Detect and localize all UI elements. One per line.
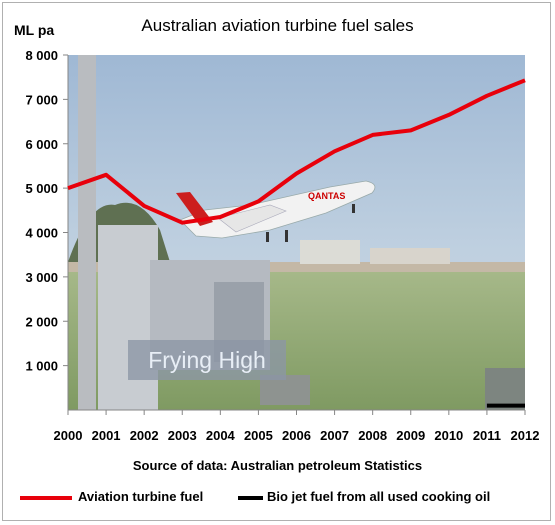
x-tick-label: 2005 [244,428,273,443]
x-tick-label: 2003 [168,428,197,443]
x-tick-label: 2001 [92,428,121,443]
x-tick-label: 2011 [473,428,501,443]
legend-swatch-biojet [238,496,263,500]
y-tick-label: 7 000 [25,92,58,107]
frying-high-watermark: Frying High [128,340,286,380]
x-tick-label: 2006 [282,428,311,443]
y-tick-label: 1 000 [25,359,58,374]
legend-label-biojet: Bio jet fuel from all used cooking oil [267,489,491,504]
chart-title: Australian aviation turbine fuel sales [141,16,414,35]
series-line-aviation-turbine-fuel [67,78,526,225]
source-note: Source of data: Australian petroleum Sta… [132,458,423,473]
x-tick-label: 2009 [396,428,425,443]
x-tick-label: 2008 [358,428,387,443]
legend-item-biojet: Bio jet fuel from all used cooking oil [238,488,548,508]
y-axis-ticks: 1 000 2 000 3 000 4 000 5 000 6 000 7 000 8 000 [25,48,68,374]
y-tick-label: 3 000 [25,270,58,285]
x-axis-ticks: 2000 2001 2002 2003 2004 2005 2006 2007 2008 2009… [54,410,540,443]
legend: Aviation turbine fuel Bio jet fuel from … [0,488,555,508]
y-tick-label: 6 000 [25,137,58,152]
x-tick-label: 2010 [434,428,463,443]
x-tick-label: 2007 [320,428,349,443]
legend-label-aviation: Aviation turbine fuel [78,489,204,504]
y-tick-label: 2 000 [25,314,58,329]
y-axis-label: ML pa [14,22,55,38]
series-layer [67,78,526,408]
legend-item-aviation: Aviation turbine fuel [20,488,230,508]
y-tick-label: 5 000 [25,181,58,196]
x-tick-label: 2002 [130,428,159,443]
x-tick-label: 2004 [206,428,236,443]
legend-swatch-aviation [20,496,72,500]
y-tick-label: 4 000 [25,226,58,241]
x-tick-label: 2012 [511,428,540,443]
svg-text:QANTAS: QANTAS [308,191,345,201]
y-tick-label: 8 000 [25,48,58,63]
x-tick-label: 2000 [54,428,83,443]
